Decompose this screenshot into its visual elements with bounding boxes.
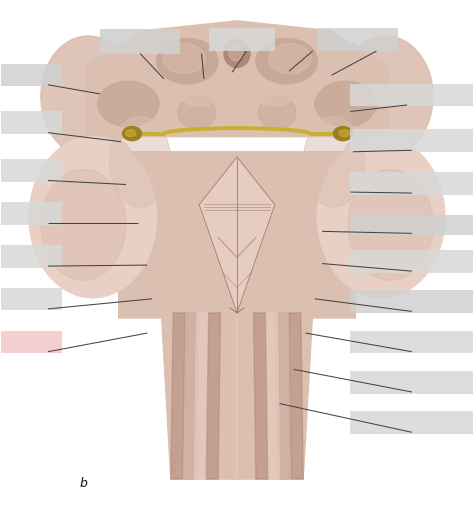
Bar [209,28,275,51]
Ellipse shape [248,92,303,135]
Polygon shape [119,152,143,318]
Ellipse shape [258,96,296,129]
Ellipse shape [123,127,142,141]
Ellipse shape [29,137,156,298]
Ellipse shape [41,36,136,157]
Ellipse shape [175,66,223,107]
Ellipse shape [41,169,126,280]
Polygon shape [265,313,280,479]
Ellipse shape [339,130,349,137]
Polygon shape [194,313,209,479]
Bar [0,112,62,134]
Polygon shape [119,152,355,318]
Ellipse shape [156,38,218,84]
Ellipse shape [251,66,299,107]
Ellipse shape [98,81,159,127]
Ellipse shape [333,127,352,141]
Ellipse shape [303,117,365,207]
Bar [350,215,474,235]
Bar [0,64,62,86]
Polygon shape [289,313,303,479]
Polygon shape [86,21,388,137]
Ellipse shape [348,169,433,280]
Ellipse shape [338,36,433,157]
Bar [350,371,474,393]
Polygon shape [171,313,185,479]
Text: b: b [80,477,87,490]
Bar [0,202,62,225]
Ellipse shape [178,96,216,129]
Ellipse shape [269,43,311,74]
Bar [0,160,62,182]
Bar [350,250,474,273]
Ellipse shape [334,142,372,283]
Ellipse shape [224,40,250,68]
Ellipse shape [163,43,205,74]
Ellipse shape [256,38,318,84]
Ellipse shape [315,81,376,127]
Bar [0,245,62,268]
Bar [0,288,62,311]
Bar [350,172,474,194]
Bar [350,129,474,152]
Polygon shape [331,152,355,318]
Polygon shape [206,313,220,479]
Polygon shape [276,313,290,479]
Ellipse shape [109,117,171,207]
Bar [350,411,474,434]
Bar [350,331,474,353]
Polygon shape [161,313,313,479]
Ellipse shape [126,130,136,137]
Bar [350,290,474,313]
Ellipse shape [171,92,226,135]
Bar [350,84,474,107]
Bar [0,331,62,353]
Ellipse shape [102,142,140,283]
Polygon shape [254,313,268,479]
Bar [318,28,398,51]
Ellipse shape [318,137,445,298]
Polygon shape [184,313,198,479]
Polygon shape [199,157,275,313]
Ellipse shape [228,43,243,61]
Bar [100,29,180,54]
